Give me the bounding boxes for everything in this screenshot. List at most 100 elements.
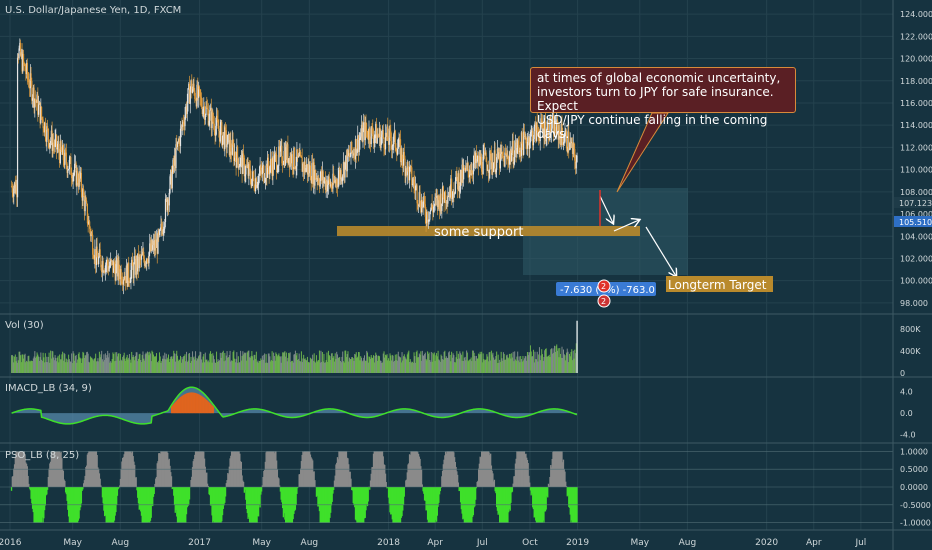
- candle-body: [494, 150, 496, 173]
- candle-body: [110, 259, 113, 262]
- candle-body: [519, 150, 521, 153]
- annotation-note[interactable]: at times of global economic uncertainty,…: [530, 67, 796, 141]
- candle-body: [309, 165, 311, 174]
- price-tag-2: 105.510: [899, 218, 932, 227]
- candle-body: [202, 109, 204, 115]
- candle-body: [89, 221, 91, 229]
- time-tick-label: Aug: [301, 538, 319, 548]
- candle-body: [220, 122, 222, 126]
- candle-body: [475, 152, 477, 164]
- price-tick-label: 118.000: [900, 77, 932, 86]
- flag-badge-icon[interactable]: [597, 294, 611, 308]
- candle-body: [350, 141, 352, 157]
- candle-body: [393, 130, 396, 135]
- candle-body: [53, 144, 55, 147]
- candle-body: [331, 188, 333, 190]
- candle-body: [19, 42, 22, 56]
- event-badge-icon[interactable]: [597, 279, 611, 293]
- candle-body: [408, 167, 411, 181]
- candle-body: [42, 119, 44, 128]
- candle-body: [200, 96, 202, 98]
- candle-body: [523, 131, 526, 137]
- candle-body: [562, 135, 564, 145]
- candle-body: [410, 166, 412, 168]
- candle-body: [49, 143, 51, 148]
- price-axis[interactable]: 124.000 122.000 120.000 118.000 116.000 114.0…: [900, 10, 932, 308]
- candle-body: [344, 162, 346, 178]
- candle-body: [77, 170, 79, 183]
- candle-body: [284, 151, 286, 165]
- candle-body: [338, 170, 340, 178]
- candle-body: [498, 152, 500, 159]
- price-tick-label: 98.000: [900, 299, 928, 308]
- candle-body: [505, 152, 507, 154]
- imacd-pane[interactable]: [11, 386, 578, 425]
- candle-body: [343, 162, 345, 178]
- volume-pane[interactable]: [11, 320, 578, 373]
- candle-body: [532, 131, 534, 146]
- candle-body: [16, 57, 19, 198]
- candle-body: [557, 124, 559, 140]
- candle-body: [389, 128, 391, 131]
- candle-body: [413, 179, 415, 185]
- candle-body: [164, 199, 167, 223]
- candle-body: [381, 134, 383, 138]
- candle-body: [209, 110, 211, 121]
- candle-body: [73, 172, 75, 175]
- candle-body: [155, 239, 158, 248]
- candle-body: [322, 171, 324, 184]
- candle-body: [211, 111, 213, 129]
- candle-body: [529, 142, 531, 150]
- pso-pane[interactable]: [0, 451, 893, 523]
- candle-body: [149, 243, 152, 251]
- candle-body: [285, 146, 287, 160]
- candle-body: [411, 184, 414, 185]
- candle-body: [306, 164, 309, 175]
- candle-body: [267, 157, 269, 169]
- candle-body: [150, 240, 152, 251]
- candle-body: [333, 173, 335, 183]
- candle-body: [469, 174, 471, 178]
- candle-body: [144, 262, 146, 266]
- candle-body: [427, 219, 429, 222]
- support-zone[interactable]: [337, 226, 640, 236]
- candle-body: [559, 130, 561, 136]
- pso-tick-label: -1.0000: [900, 519, 931, 528]
- candle-body: [200, 97, 203, 107]
- candle-body: [496, 148, 499, 158]
- candle-body: [489, 150, 491, 170]
- candle-body: [536, 122, 538, 131]
- candle-body: [471, 170, 473, 174]
- candle-body: [267, 157, 269, 178]
- support-label: some support: [434, 225, 523, 240]
- candle-body: [298, 154, 300, 157]
- candle-body: [207, 109, 209, 126]
- time-tick-label: Oct: [522, 538, 538, 548]
- candle-body: [572, 143, 574, 154]
- candle-body: [348, 153, 350, 156]
- candle-body: [292, 167, 294, 169]
- candle-body: [38, 102, 40, 105]
- time-tick-label: 2020: [755, 538, 778, 548]
- candle-body: [92, 234, 94, 255]
- candle-body: [193, 83, 195, 91]
- candle-body: [533, 126, 535, 139]
- candle-body: [312, 162, 315, 185]
- candle-body: [454, 193, 456, 195]
- candle-body: [90, 233, 92, 237]
- candle-body: [168, 192, 170, 206]
- candle-body: [159, 228, 161, 230]
- price-pane[interactable]: some support Longterm Target -7.630 (- %…: [10, 38, 773, 308]
- candle-body: [435, 196, 438, 198]
- candle-body: [43, 122, 46, 133]
- candle-body: [499, 152, 501, 169]
- candle-body: [171, 171, 173, 189]
- candle-body: [58, 143, 60, 153]
- candle-body: [179, 128, 182, 147]
- time-axis[interactable]: 2016 May Aug 2017 May Aug 2018 Apr Jul Oct 2019 May…: [0, 538, 866, 548]
- candle-body: [204, 115, 206, 120]
- event-badge-1: 2: [601, 282, 606, 291]
- candle-body: [473, 154, 475, 164]
- candle-body: [27, 76, 29, 80]
- candle-body: [182, 121, 185, 125]
